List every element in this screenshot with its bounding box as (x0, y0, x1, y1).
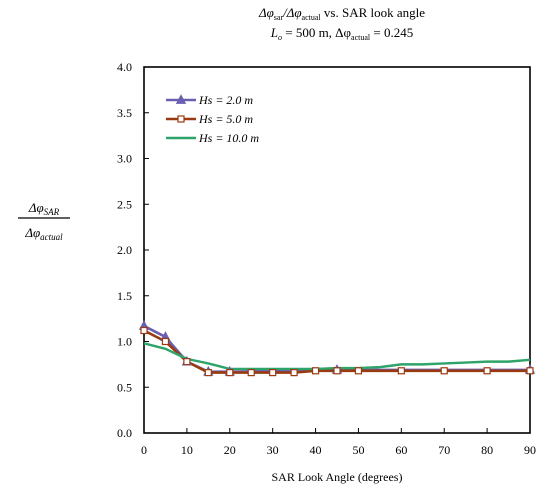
x-tick-label: 40 (310, 443, 322, 457)
chart-title-line-1: Δφsar/Δφactual vs. SAR look angle (258, 5, 425, 22)
data-point-series-2 (354, 367, 363, 375)
y-tick-label: 1.5 (117, 289, 132, 303)
y-tick-label: 1.0 (117, 335, 132, 349)
x-tick-label: 80 (481, 443, 493, 457)
x-tick-label: 10 (181, 443, 193, 457)
y-tick-label: 0.5 (117, 380, 132, 394)
data-point-series-2 (247, 369, 255, 377)
x-tick-label: 50 (352, 443, 364, 457)
y-axis-label-denominator: Δφactual (24, 225, 63, 242)
x-axis-label: SAR Look Angle (degrees) (272, 470, 403, 484)
y-tick-label: 3.5 (117, 106, 132, 120)
legend: Hs = 2.0 m Hs = 5.0 m Hs = 10.0 m (166, 93, 259, 145)
y-axis-label: ΔφSAR Δφactual (18, 200, 70, 242)
data-point-series-2 (204, 369, 212, 377)
legend-label-1: Hs = 2.0 m (198, 93, 253, 107)
axis-ticks: 0.0 0.5 1.0 1.5 2.0 2.5 3.0 3.5 4.0 0 10 20 30 40 50 60… (117, 60, 536, 457)
y-axis-label-numerator: ΔφSAR (28, 200, 60, 217)
data-point-series-2 (226, 369, 234, 377)
legend-marker-2 (177, 115, 185, 123)
legend-label-3: Hs = 10.0 m (198, 131, 259, 145)
data-point-series-2 (161, 337, 170, 346)
data-point-series-2 (483, 367, 491, 375)
y-tick-label: 3.0 (117, 152, 132, 166)
y-tick-label: 2.5 (117, 197, 132, 211)
x-tick-label: 20 (224, 443, 236, 457)
x-tick-label: 90 (524, 443, 536, 457)
data-point-series-2 (397, 367, 405, 375)
x-tick-label: 0 (141, 443, 147, 457)
y-tick-label: 2.0 (117, 243, 132, 257)
x-tick-label: 30 (267, 443, 279, 457)
data-point-series-2 (440, 367, 448, 375)
series-lines (138, 320, 536, 377)
chart-title-line-2: Lo = 500 m, Δφactual = 0.245 (270, 25, 414, 42)
data-point-series-2 (526, 367, 534, 375)
legend-label-2: Hs = 5.0 m (198, 112, 253, 126)
data-point-series-2 (140, 326, 148, 335)
legend-marker-1 (175, 94, 187, 104)
data-point-series-2 (333, 367, 341, 375)
y-tick-label: 0.0 (117, 426, 132, 440)
data-point-series-2 (311, 367, 320, 375)
x-tick-label: 70 (438, 443, 450, 457)
x-tick-label: 60 (395, 443, 407, 457)
data-point-series-2 (290, 369, 298, 377)
y-tick-label: 4.0 (117, 60, 132, 74)
data-point-series-2 (269, 369, 277, 377)
data-point-series-2 (183, 358, 191, 366)
